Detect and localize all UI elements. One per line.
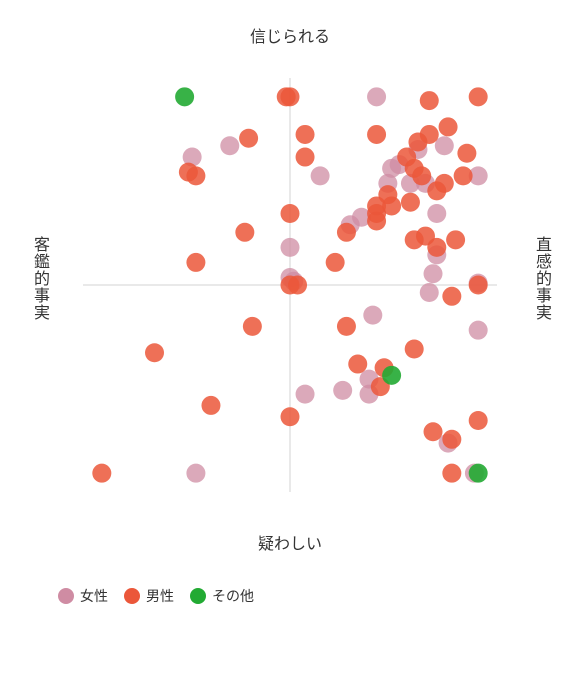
point xyxy=(468,320,488,340)
point xyxy=(468,166,488,186)
point xyxy=(423,422,443,442)
legend-label: その他 xyxy=(212,589,254,605)
point xyxy=(468,463,488,483)
legend-marker xyxy=(124,588,140,604)
point xyxy=(295,124,315,144)
point xyxy=(457,143,477,163)
point xyxy=(468,87,488,107)
point xyxy=(220,136,240,156)
point xyxy=(400,192,420,212)
point xyxy=(239,128,259,148)
point xyxy=(419,283,439,303)
point xyxy=(367,124,387,144)
point xyxy=(404,339,424,359)
point xyxy=(442,286,462,306)
point xyxy=(367,87,387,107)
point xyxy=(427,237,447,257)
point xyxy=(92,463,112,483)
point xyxy=(295,147,315,167)
point xyxy=(336,316,356,336)
point xyxy=(442,429,462,449)
point xyxy=(367,203,387,223)
point xyxy=(186,166,206,186)
point xyxy=(408,132,428,152)
legend-label: 女性 xyxy=(80,588,108,605)
point xyxy=(363,305,383,325)
point xyxy=(336,222,356,242)
point xyxy=(182,147,202,167)
point xyxy=(382,196,402,216)
point xyxy=(442,463,462,483)
point xyxy=(412,166,432,186)
point xyxy=(427,203,447,223)
point xyxy=(242,316,262,336)
point xyxy=(310,166,330,186)
point xyxy=(434,136,454,156)
point xyxy=(325,252,345,272)
point xyxy=(453,166,473,186)
point xyxy=(295,384,315,404)
point xyxy=(423,264,443,284)
point xyxy=(280,237,300,257)
point xyxy=(201,395,221,415)
point xyxy=(235,222,255,242)
point xyxy=(468,410,488,430)
point xyxy=(186,252,206,272)
point xyxy=(348,354,368,374)
point xyxy=(446,230,466,250)
point xyxy=(333,380,353,400)
point xyxy=(145,343,165,363)
left-label: 客鑑的事実 xyxy=(31,236,50,321)
bottom-label: 疑わしい xyxy=(258,534,322,553)
point xyxy=(382,365,402,385)
point xyxy=(438,117,458,137)
legend-marker xyxy=(190,588,206,604)
legend-marker xyxy=(58,588,74,604)
point xyxy=(280,407,300,427)
point xyxy=(468,275,488,295)
point xyxy=(280,203,300,223)
point xyxy=(175,87,195,107)
legend-label: 男性 xyxy=(146,589,174,605)
point xyxy=(280,87,300,107)
point xyxy=(186,463,206,483)
point xyxy=(288,275,308,295)
right-label: 直感的事実 xyxy=(533,236,552,321)
top-label: 信じられる xyxy=(250,27,330,46)
point xyxy=(419,91,439,111)
point xyxy=(434,173,454,193)
